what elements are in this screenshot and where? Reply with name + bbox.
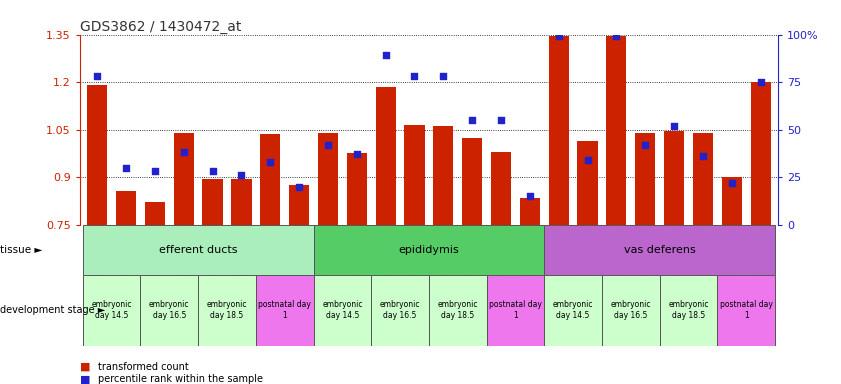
- Point: [436, 73, 450, 79]
- Bar: [544, 225, 775, 275]
- Point: [408, 73, 421, 79]
- Text: postnatal day
1: postnatal day 1: [258, 300, 311, 320]
- Bar: [314, 225, 544, 275]
- Text: percentile rank within the sample: percentile rank within the sample: [98, 374, 263, 384]
- Bar: [578, 141, 598, 225]
- Bar: [260, 134, 280, 225]
- Bar: [548, 36, 569, 225]
- Bar: [289, 185, 309, 225]
- Point: [552, 33, 565, 40]
- Bar: [116, 191, 136, 225]
- Text: development stage ►: development stage ►: [0, 305, 105, 315]
- Text: embryonic
day 18.5: embryonic day 18.5: [437, 300, 478, 320]
- Bar: [722, 177, 742, 225]
- Text: embryonic
day 16.5: embryonic day 16.5: [149, 300, 189, 320]
- Point: [119, 165, 133, 171]
- Bar: [203, 179, 223, 225]
- Bar: [602, 275, 659, 346]
- Bar: [635, 133, 655, 225]
- Text: embryonic
day 18.5: embryonic day 18.5: [669, 300, 709, 320]
- Text: transformed count: transformed count: [98, 362, 189, 372]
- Text: embryonic
day 14.5: embryonic day 14.5: [92, 300, 132, 320]
- Bar: [87, 85, 108, 225]
- Bar: [82, 225, 314, 275]
- Text: embryonic
day 16.5: embryonic day 16.5: [380, 300, 420, 320]
- Bar: [717, 275, 775, 346]
- Point: [206, 168, 220, 174]
- Point: [235, 172, 248, 178]
- Point: [321, 142, 335, 148]
- Bar: [346, 153, 367, 225]
- Text: embryonic
day 16.5: embryonic day 16.5: [611, 300, 651, 320]
- Bar: [750, 82, 770, 225]
- Text: ■: ■: [80, 362, 90, 372]
- Bar: [433, 126, 453, 225]
- Bar: [520, 198, 540, 225]
- Text: postnatal day
1: postnatal day 1: [720, 300, 773, 320]
- Point: [465, 117, 479, 123]
- Bar: [145, 202, 165, 225]
- Text: efferent ducts: efferent ducts: [159, 245, 237, 255]
- Bar: [314, 275, 371, 346]
- Bar: [231, 179, 251, 225]
- Point: [581, 157, 595, 163]
- Text: embryonic
day 14.5: embryonic day 14.5: [322, 300, 362, 320]
- Bar: [256, 275, 314, 346]
- Bar: [376, 87, 396, 225]
- Point: [350, 151, 363, 157]
- Text: epididymis: epididymis: [399, 245, 459, 255]
- Bar: [140, 275, 198, 346]
- Point: [91, 73, 104, 79]
- Bar: [405, 125, 425, 225]
- Bar: [664, 131, 685, 225]
- Text: postnatal day
1: postnatal day 1: [489, 300, 542, 320]
- Point: [668, 123, 681, 129]
- Point: [696, 153, 710, 159]
- Point: [725, 180, 738, 186]
- Bar: [659, 275, 717, 346]
- Point: [177, 149, 190, 156]
- Bar: [693, 133, 713, 225]
- Bar: [371, 275, 429, 346]
- Bar: [82, 275, 140, 346]
- Bar: [462, 137, 482, 225]
- Point: [148, 168, 161, 174]
- Text: embryonic
day 14.5: embryonic day 14.5: [553, 300, 594, 320]
- Point: [638, 142, 652, 148]
- Bar: [487, 275, 544, 346]
- Point: [610, 33, 623, 40]
- Point: [293, 184, 306, 190]
- Bar: [173, 133, 193, 225]
- Point: [495, 117, 508, 123]
- Text: ■: ■: [80, 374, 90, 384]
- Text: GDS3862 / 1430472_at: GDS3862 / 1430472_at: [80, 20, 241, 33]
- Text: embryonic
day 18.5: embryonic day 18.5: [207, 300, 247, 320]
- Text: vas deferens: vas deferens: [624, 245, 696, 255]
- Point: [379, 52, 393, 58]
- Bar: [318, 133, 338, 225]
- Bar: [544, 275, 602, 346]
- Bar: [198, 275, 256, 346]
- Text: tissue ►: tissue ►: [0, 245, 42, 255]
- Bar: [491, 152, 511, 225]
- Bar: [429, 275, 487, 346]
- Bar: [606, 36, 627, 225]
- Point: [523, 193, 537, 199]
- Point: [754, 79, 767, 85]
- Point: [263, 159, 277, 165]
